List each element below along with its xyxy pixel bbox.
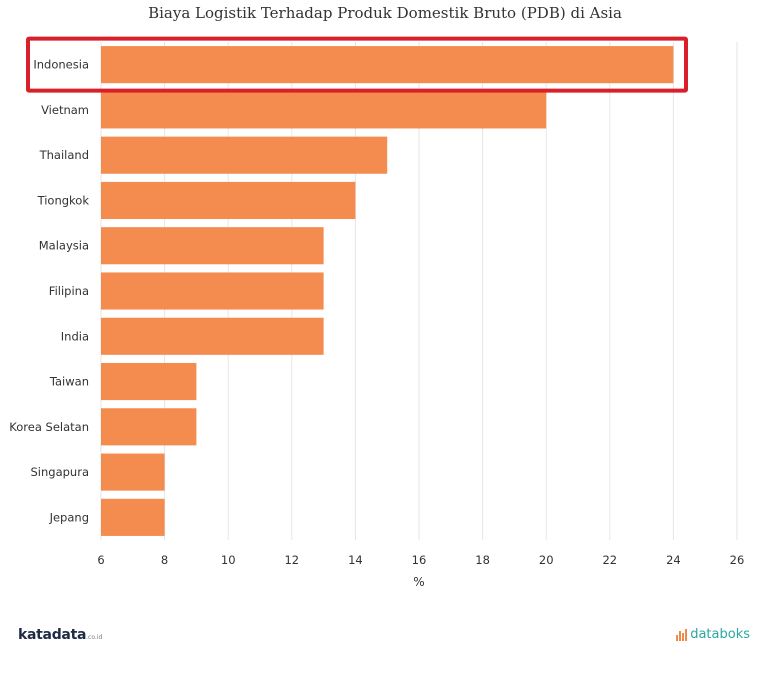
category-label: India (61, 329, 89, 343)
x-tick-label: 16 (412, 553, 427, 567)
databoks-mark-icon (676, 628, 688, 641)
bar (101, 408, 197, 446)
bar (101, 272, 324, 310)
katadata-logo-text: katadata (18, 627, 87, 643)
category-label: Taiwan (49, 375, 89, 389)
x-tick-label: 22 (602, 553, 617, 567)
x-tick-labels: 6 8 10 12 14 16 18 20 22 24 26 (97, 553, 744, 567)
bar-chart: Indonesia Vietnam Thailand Tiongkok Malaysia… (9, 36, 744, 589)
x-tick-label: 10 (221, 553, 236, 567)
bar (101, 227, 324, 265)
databoks-logo-text: databoks (690, 627, 750, 642)
x-tick-label: 20 (539, 553, 554, 567)
category-label: Singapura (31, 465, 90, 479)
category-label: Indonesia (33, 58, 89, 72)
x-tick-label: 24 (666, 553, 681, 567)
bar (101, 453, 165, 491)
x-tick-label: 14 (348, 553, 363, 567)
category-label: Jepang (49, 510, 89, 524)
bar (101, 46, 674, 84)
category-label: Vietnam (41, 103, 89, 117)
chart-title: Biaya Logistik Terhadap Produk Domestik … (148, 4, 622, 22)
bar (101, 91, 547, 129)
katadata-logo-suffix: .co.id (86, 634, 103, 641)
x-tick-label: 12 (284, 553, 299, 567)
category-label: Filipina (49, 284, 89, 298)
bar (101, 498, 165, 536)
x-tick-label: 6 (97, 553, 104, 567)
bars (101, 46, 674, 536)
x-axis-title: % (413, 575, 424, 589)
x-tick-label: 26 (730, 553, 745, 567)
katadata-logo: katadata.co.id (18, 627, 102, 643)
category-labels: Indonesia Vietnam Thailand Tiongkok Malaysia… (9, 58, 89, 525)
bar (101, 136, 388, 174)
category-label: Tiongkok (37, 193, 90, 207)
x-tick-label: 8 (161, 553, 168, 567)
category-label: Thailand (39, 148, 89, 162)
category-label: Korea Selatan (9, 420, 89, 434)
bar (101, 181, 356, 220)
highlight-box (26, 36, 688, 93)
databoks-logo: databoks (676, 627, 750, 642)
bar (101, 362, 197, 401)
category-label: Malaysia (39, 239, 89, 253)
bar (101, 317, 324, 355)
highlight-layer (26, 36, 688, 93)
x-tick-label: 18 (475, 553, 490, 567)
